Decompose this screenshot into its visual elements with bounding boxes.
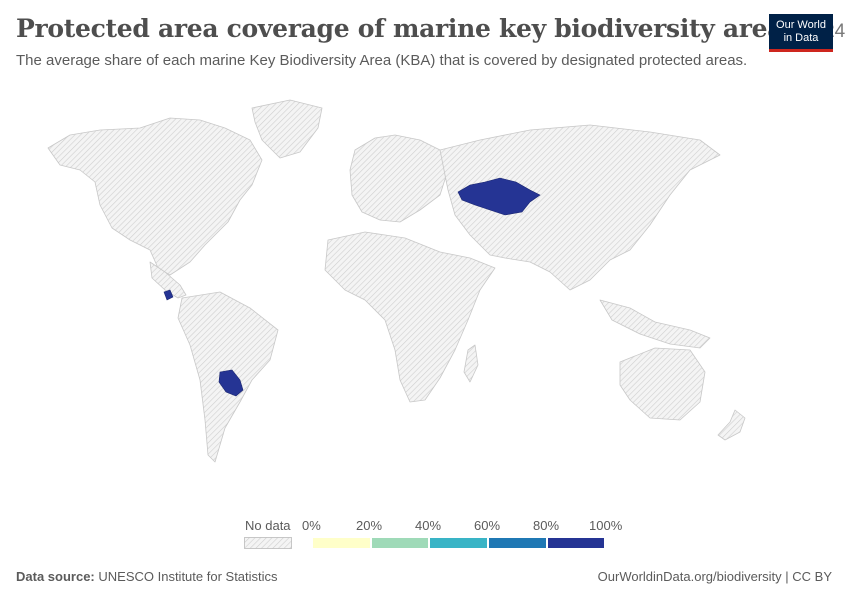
costa-rica-region[interactable] <box>163 289 174 301</box>
legend-tick-100: 100% <box>589 518 623 533</box>
australia-landmass[interactable] <box>619 347 706 421</box>
legend-tick-40: 40% <box>415 518 442 533</box>
legend-bin-0-20[interactable] <box>312 537 371 549</box>
data-source-label: Data source: <box>16 569 95 584</box>
logo-line-2: in Data <box>783 32 819 44</box>
north-america-landmass[interactable] <box>47 117 263 276</box>
legend-bin-20-40[interactable] <box>371 537 429 549</box>
legend-tick-20: 20% <box>356 518 383 533</box>
paraguay-region[interactable] <box>218 369 244 397</box>
source-link[interactable]: OurWorldinData.org/biodiversity | CC BY <box>597 569 832 584</box>
legend-no-data-swatch <box>244 537 292 549</box>
greenland-landmass[interactable] <box>251 99 323 159</box>
southeast-asia-islands[interactable] <box>599 299 711 349</box>
title-row: Protected area coverage of marine key bi… <box>16 14 845 43</box>
central-america-landmass[interactable] <box>149 261 187 299</box>
asia-landmass[interactable] <box>439 124 721 291</box>
world-map[interactable] <box>0 90 850 510</box>
legend-no-data-label: No data <box>245 518 291 533</box>
legend-tick-60: 60% <box>474 518 501 533</box>
europe-landmass[interactable] <box>349 134 449 223</box>
new-zealand-landmass[interactable] <box>717 409 746 441</box>
chart-title: Protected area coverage of marine key bi… <box>16 14 797 43</box>
legend-bin-80-100[interactable] <box>547 537 605 549</box>
owid-logo[interactable]: Our World in Data <box>769 14 833 52</box>
legend-bin-60-80[interactable] <box>488 537 547 549</box>
legend-bin-40-60[interactable] <box>429 537 488 549</box>
kazakhstan-region[interactable] <box>457 177 541 216</box>
madagascar-landmass[interactable] <box>463 344 479 383</box>
logo-line-1: Our World <box>776 19 826 31</box>
legend-tick-0: 0% <box>302 518 321 533</box>
africa-landmass[interactable] <box>324 231 496 403</box>
data-source: Data source: UNESCO Institute for Statis… <box>16 569 278 584</box>
chart-subtitle: The average share of each marine Key Bio… <box>16 52 748 69</box>
legend-tick-80: 80% <box>533 518 560 533</box>
data-source-text: UNESCO Institute for Statistics <box>98 569 278 584</box>
